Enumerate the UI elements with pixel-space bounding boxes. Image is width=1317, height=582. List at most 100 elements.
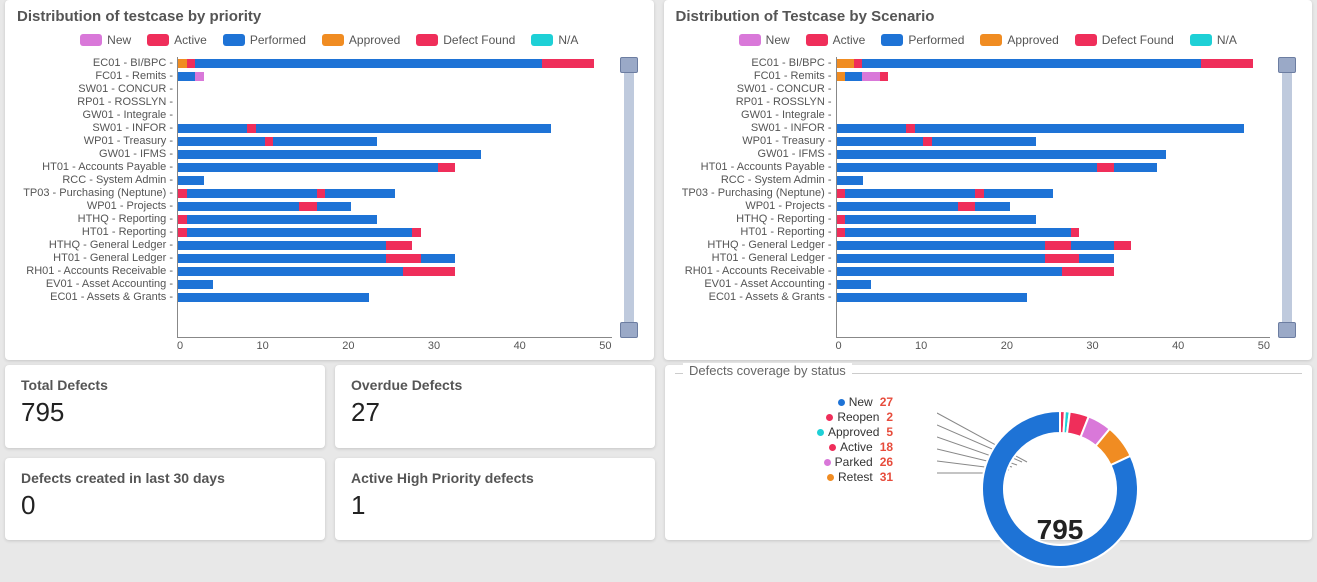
bar-segment[interactable]: [178, 254, 386, 263]
bar-segment[interactable]: [837, 150, 1010, 159]
bar-segment[interactable]: [265, 137, 274, 146]
bar-segment[interactable]: [915, 124, 1244, 133]
chart-plot[interactable]: [836, 57, 1271, 338]
bar-segment[interactable]: [178, 293, 369, 302]
legend-item[interactable]: Defect Found: [1075, 33, 1174, 47]
bar-segment[interactable]: [178, 241, 386, 250]
bar-segment[interactable]: [1079, 254, 1114, 263]
bar-segment[interactable]: [178, 280, 213, 289]
legend-item[interactable]: New: [739, 33, 790, 47]
range-slider[interactable]: [1278, 57, 1296, 338]
bar-segment[interactable]: [845, 189, 975, 198]
kpi-defects-30-days[interactable]: Defects created in last 30 days 0: [5, 458, 325, 541]
bar-segment[interactable]: [837, 228, 846, 237]
bar-segment[interactable]: [1114, 163, 1157, 172]
legend-item[interactable]: New: [80, 33, 131, 47]
legend-item[interactable]: N/A: [531, 33, 578, 47]
bar-segment[interactable]: [837, 280, 872, 289]
bar-segment[interactable]: [837, 59, 854, 68]
bar-segment[interactable]: [299, 202, 316, 211]
kpi-active-high-priority[interactable]: Active High Priority defects 1: [335, 458, 655, 541]
bar-segment[interactable]: [178, 163, 438, 172]
bar-segment[interactable]: [178, 267, 403, 276]
bar-segment[interactable]: [837, 241, 1045, 250]
bar-segment[interactable]: [862, 72, 879, 81]
bar-segment[interactable]: [178, 202, 299, 211]
bar-segment[interactable]: [837, 267, 1062, 276]
bar-segment[interactable]: [195, 72, 204, 81]
bar-segment[interactable]: [837, 254, 1045, 263]
bar-segment[interactable]: [837, 215, 846, 224]
bar-segment[interactable]: [178, 176, 204, 185]
bar-segment[interactable]: [854, 59, 863, 68]
bar-segment[interactable]: [1097, 163, 1114, 172]
bar-segment[interactable]: [187, 59, 196, 68]
bar-segment[interactable]: [317, 202, 352, 211]
bar-segment[interactable]: [837, 202, 958, 211]
bar-segment[interactable]: [1201, 59, 1253, 68]
legend-item[interactable]: Active: [806, 33, 866, 47]
legend-item[interactable]: N/A: [1190, 33, 1237, 47]
donut-legend-item[interactable]: Retest31: [817, 470, 893, 485]
bar-segment[interactable]: [1062, 267, 1114, 276]
bar-segment[interactable]: [187, 228, 412, 237]
bar-segment[interactable]: [412, 228, 421, 237]
bar-segment[interactable]: [862, 59, 1200, 68]
bar-segment[interactable]: [845, 72, 862, 81]
bar-segment[interactable]: [247, 124, 256, 133]
bar-segment[interactable]: [256, 124, 551, 133]
bar-segment[interactable]: [178, 124, 247, 133]
bar-segment[interactable]: [187, 189, 317, 198]
bar-segment[interactable]: [1071, 241, 1114, 250]
bar-segment[interactable]: [975, 189, 984, 198]
donut-legend-item[interactable]: Parked26: [817, 455, 893, 470]
bar-segment[interactable]: [317, 189, 326, 198]
bar-segment[interactable]: [178, 150, 481, 159]
bar-segment[interactable]: [837, 124, 906, 133]
legend-item[interactable]: Active: [147, 33, 207, 47]
bar-segment[interactable]: [386, 241, 412, 250]
bar-segment[interactable]: [542, 59, 594, 68]
legend-item[interactable]: Defect Found: [416, 33, 515, 47]
donut-chart[interactable]: [970, 399, 1150, 579]
bar-segment[interactable]: [421, 254, 456, 263]
bar-segment[interactable]: [1045, 254, 1080, 263]
bar-segment[interactable]: [837, 189, 846, 198]
bar-segment[interactable]: [923, 137, 932, 146]
bar-segment[interactable]: [837, 72, 846, 81]
bar-segment[interactable]: [1045, 241, 1071, 250]
bar-segment[interactable]: [178, 189, 187, 198]
bar-segment[interactable]: [880, 72, 889, 81]
donut-legend-item[interactable]: Approved5: [817, 425, 893, 440]
bar-segment[interactable]: [1010, 150, 1166, 159]
bar-segment[interactable]: [273, 137, 377, 146]
kpi-total-defects[interactable]: Total Defects 795: [5, 365, 325, 448]
bar-segment[interactable]: [178, 72, 195, 81]
bar-segment[interactable]: [195, 59, 542, 68]
donut-legend-item[interactable]: New27: [817, 395, 893, 410]
bar-segment[interactable]: [984, 189, 1053, 198]
legend-item[interactable]: Approved: [322, 33, 400, 47]
bar-segment[interactable]: [187, 215, 378, 224]
bar-segment[interactable]: [1114, 241, 1131, 250]
bar-segment[interactable]: [178, 59, 187, 68]
bar-segment[interactable]: [178, 228, 187, 237]
bar-segment[interactable]: [932, 137, 1036, 146]
bar-segment[interactable]: [438, 163, 455, 172]
bar-segment[interactable]: [837, 176, 863, 185]
bar-segment[interactable]: [975, 202, 1010, 211]
bar-segment[interactable]: [845, 215, 1036, 224]
legend-item[interactable]: Approved: [980, 33, 1058, 47]
bar-segment[interactable]: [178, 137, 265, 146]
donut-legend-item[interactable]: Active18: [817, 440, 893, 455]
bar-segment[interactable]: [837, 163, 1097, 172]
bar-segment[interactable]: [906, 124, 915, 133]
bar-segment[interactable]: [403, 267, 455, 276]
kpi-overdue-defects[interactable]: Overdue Defects 27: [335, 365, 655, 448]
bar-segment[interactable]: [178, 215, 187, 224]
legend-item[interactable]: Performed: [881, 33, 964, 47]
bar-segment[interactable]: [845, 228, 1070, 237]
legend-item[interactable]: Performed: [223, 33, 306, 47]
bar-segment[interactable]: [837, 137, 924, 146]
bar-segment[interactable]: [837, 293, 1028, 302]
